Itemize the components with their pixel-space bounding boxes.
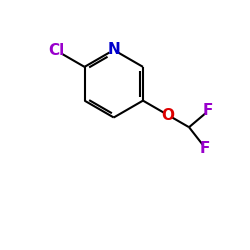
Text: F: F [200,141,210,156]
Text: N: N [108,42,120,58]
Text: O: O [162,108,174,122]
Text: Cl: Cl [48,43,64,58]
Text: F: F [202,104,213,118]
